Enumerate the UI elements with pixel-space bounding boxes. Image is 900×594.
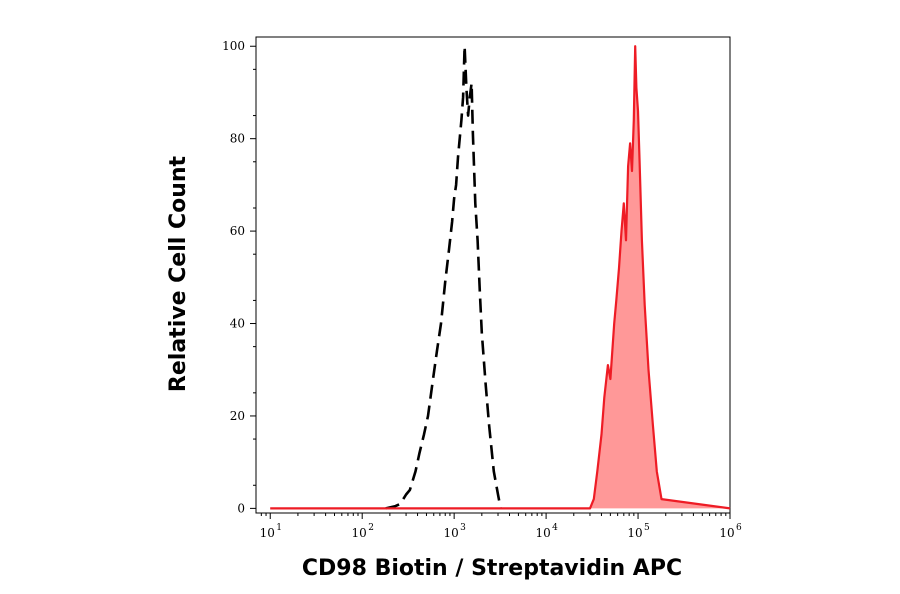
x-tick-label: 10 [260, 526, 275, 540]
x-tick-label: 10 [352, 526, 367, 540]
plot-frame-layer [255, 36, 731, 514]
x-axis-title: CD98 Biotin / Streptavidin APC [302, 556, 682, 581]
x-tick-exponent: 2 [368, 523, 374, 533]
series-0-line [385, 44, 502, 510]
series-layer [270, 44, 731, 510]
series-1-line [270, 45, 731, 510]
x-tick-label: 10 [719, 526, 734, 540]
x-tick-exponent: 5 [644, 523, 650, 533]
y-tick-label: 0 [237, 501, 245, 515]
y-tick-label: 100 [222, 39, 245, 53]
x-tick-label: 10 [444, 526, 459, 540]
x-tick-exponent: 4 [552, 523, 558, 533]
y-tick-label: 40 [230, 317, 245, 331]
x-tick-exponent: 3 [460, 523, 466, 533]
y-tick-label: 20 [230, 409, 245, 423]
x-tick-label: 10 [535, 526, 550, 540]
x-tick-exponent: 6 [736, 523, 742, 533]
x-tick-exponent: 1 [276, 523, 282, 533]
y-axis-title: Relative Cell Count [166, 155, 191, 392]
series-1-fill [270, 46, 730, 509]
y-tick-label: 80 [230, 132, 245, 146]
x-tick-label: 10 [627, 526, 642, 540]
plot-border [255, 36, 731, 514]
y-tick-label: 60 [230, 224, 245, 238]
